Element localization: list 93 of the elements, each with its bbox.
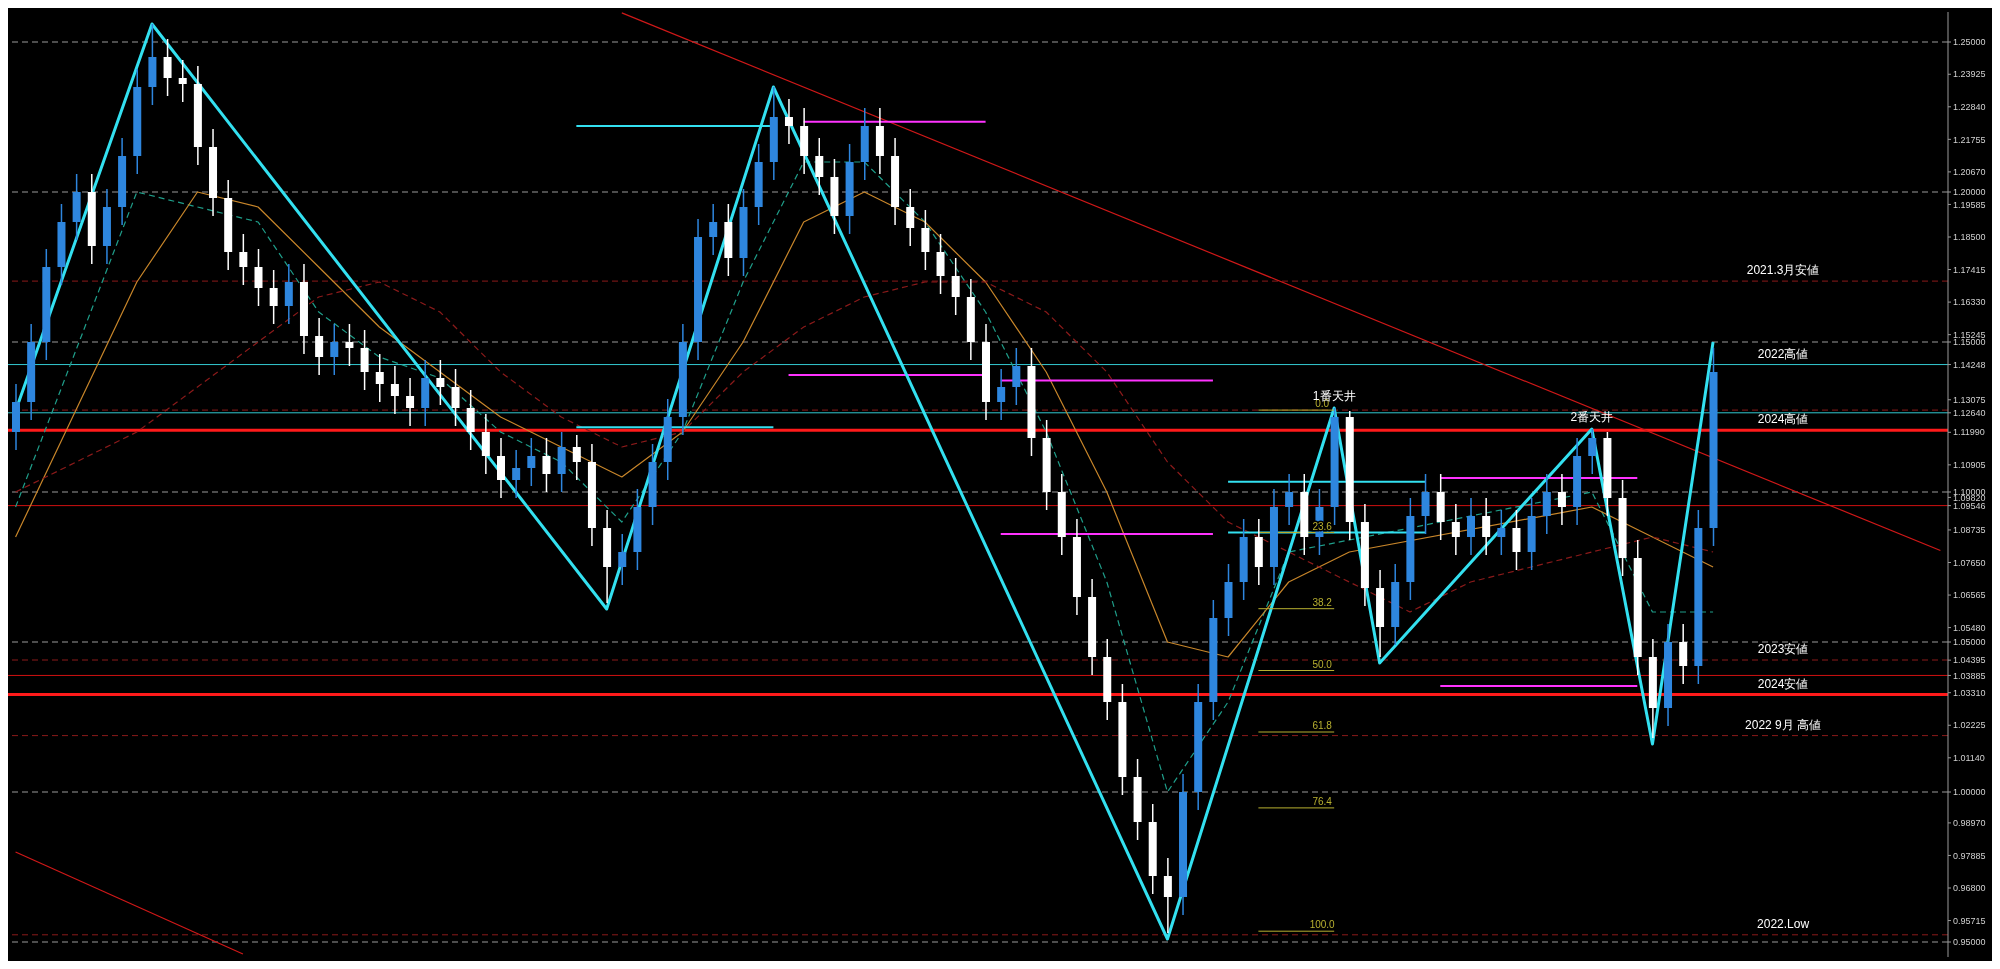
- ref-line-label: 2022高値: [1757, 346, 1809, 361]
- candlestick: [178, 59, 187, 103]
- y-tick-label: 1.20670: [1953, 167, 1986, 178]
- y-tick-label: 1.06565: [1953, 590, 1986, 601]
- candlestick: [784, 98, 793, 145]
- candlestick: [1557, 473, 1566, 526]
- candlestick: [1679, 623, 1688, 685]
- y-tick-label: 1.17415: [1953, 264, 1986, 275]
- ref-line-label: 2024高値: [1757, 412, 1809, 427]
- y-tick-label: 1.14248: [1953, 359, 1986, 370]
- candlestick: [906, 188, 915, 247]
- y-tick-label: 1.05480: [1953, 622, 1986, 633]
- y-tick-label: 1.23925: [1953, 69, 1986, 80]
- candlestick: [951, 257, 960, 316]
- y-tick-label: 1.18500: [1953, 232, 1986, 243]
- y-tick-label: 1.01140: [1953, 752, 1985, 763]
- ref-line-label: 2023安値: [1757, 642, 1809, 656]
- y-tick-label: 1.20000: [1953, 187, 1986, 198]
- candlestick: [815, 137, 824, 196]
- series-label: 38.2: [1312, 596, 1333, 608]
- ref-line-label: 2022.Low: [1757, 916, 1810, 931]
- candlestick: [406, 377, 415, 427]
- y-tick-label: 1.16330: [1953, 297, 1986, 308]
- y-tick-label: 0.98970: [1953, 818, 1986, 829]
- annotation: 2番天井: [1570, 410, 1614, 424]
- y-tick-label: 1.04395: [1953, 655, 1986, 666]
- y-tick-label: 1.00000: [1953, 787, 1986, 798]
- y-tick-label: 1.22840: [1953, 102, 1986, 112]
- line-series: [14, 161, 1714, 793]
- candlestick: [163, 38, 172, 97]
- y-tick-label: 1.21755: [1953, 134, 1986, 145]
- y-tick-label: 1.13075: [1953, 394, 1986, 405]
- y-tick-label: 0.97885: [1953, 850, 1986, 861]
- y-tick-label: 1.02225: [1953, 720, 1986, 731]
- candlestick: [269, 269, 278, 325]
- y-tick-label: 1.15245: [1953, 329, 1986, 340]
- candlestick: [497, 437, 505, 499]
- candlestick: [921, 209, 930, 271]
- candlestick: [436, 359, 445, 406]
- y-tick-label: 1.19585: [1953, 199, 1986, 210]
- candlestick: [1588, 428, 1597, 475]
- candlestick: [390, 365, 399, 415]
- y-tick-label: 0.95000: [1953, 937, 1986, 948]
- series-label: 50.0: [1312, 658, 1333, 670]
- y-tick-label: 1.03885: [1953, 670, 1986, 681]
- y-tick-label: 1.11990: [1953, 427, 1985, 438]
- candlestick: [330, 323, 339, 376]
- y-tick-label: 1.05000: [1953, 637, 1986, 648]
- y-tick-label: 1.15000: [1953, 337, 1986, 348]
- candlestick: [481, 413, 490, 475]
- candlestick: [512, 449, 521, 499]
- y-tick-label: 1.09546: [1953, 500, 1986, 511]
- candlestick: [239, 233, 248, 286]
- candlestick: [1512, 509, 1521, 571]
- y-tick-label: 1.25000: [1953, 37, 1986, 48]
- candlestick: [1497, 509, 1506, 556]
- y-tick-label: 0.96800: [1953, 883, 1986, 894]
- candlestick: [466, 389, 475, 451]
- candlestick: [360, 329, 369, 391]
- y-tick-label: 0.95715: [1953, 915, 1986, 926]
- candlestick: [527, 437, 536, 487]
- series-label: 100.0: [1309, 919, 1336, 931]
- candlestick: [709, 203, 718, 256]
- candlestick: [997, 368, 1006, 421]
- ref-line-label: 2024安値: [1757, 676, 1809, 691]
- candlestick: [1421, 473, 1430, 535]
- y-tick-label: 1.03310: [1953, 687, 1986, 698]
- candlestick: [1467, 497, 1475, 556]
- y-tick-label: 1.10905: [1953, 460, 1986, 471]
- line-series: [14, 191, 1714, 658]
- candlestick: [1285, 473, 1294, 526]
- series-label: 76.4: [1312, 795, 1333, 807]
- y-tick-label: 1.07650: [1953, 557, 1986, 568]
- candlestick: [1482, 497, 1491, 556]
- candlestick: [1163, 857, 1172, 934]
- candlestick: [1012, 347, 1021, 406]
- candlestick: [284, 263, 293, 325]
- candlestick: [572, 434, 581, 481]
- candlestick: [1542, 473, 1551, 535]
- candlestick: [618, 533, 627, 586]
- candlestick: [315, 317, 324, 376]
- candlestick: [254, 248, 263, 307]
- candlestick: [345, 323, 354, 367]
- y-tick-label: 1.08735: [1953, 525, 1986, 536]
- y-tick-label: 1.12640: [1953, 407, 1986, 418]
- candlestick: [375, 353, 384, 403]
- candlestick: [936, 233, 945, 295]
- ref-line-label: 2022 9月 高値: [1745, 717, 1822, 732]
- candlestick: [1451, 503, 1460, 556]
- ref-line-label: 2021.3月安値: [1746, 263, 1820, 278]
- candlestick: [542, 437, 551, 493]
- candlestick: [451, 368, 460, 427]
- series-label: 61.8: [1312, 720, 1333, 731]
